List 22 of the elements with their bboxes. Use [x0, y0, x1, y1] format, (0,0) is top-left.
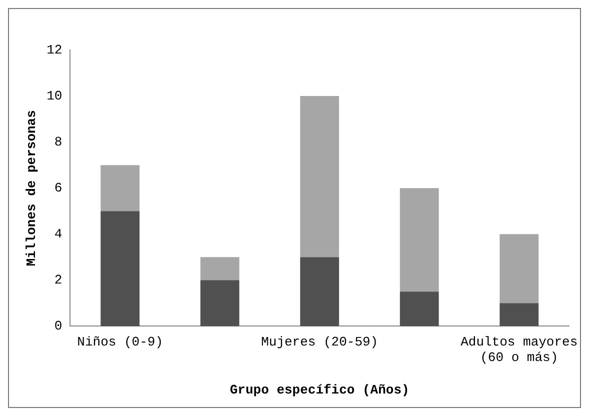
bar — [300, 257, 340, 326]
x-tick-label: Mujeres (20-59) — [261, 334, 378, 350]
x-tick-label: Niños (0-9) — [77, 334, 163, 350]
y-tick-label: 4 — [54, 226, 62, 242]
bar — [200, 280, 240, 326]
bar — [100, 165, 140, 212]
y-tick-label: 8 — [54, 134, 62, 150]
bar — [500, 234, 539, 304]
bar — [500, 303, 539, 326]
bar — [400, 188, 439, 292]
y-axis-title: Millones de personas — [24, 110, 40, 266]
bar — [400, 292, 439, 326]
bar — [300, 96, 340, 258]
y-tick-label: 6 — [54, 180, 62, 196]
y-tick-label: 12 — [46, 42, 62, 58]
bar — [100, 211, 140, 326]
y-tick-label: 0 — [54, 318, 62, 334]
x-tick-label: Adultos mayores (60 o más) — [460, 334, 578, 366]
x-axis-title: Grupo específico (Años) — [230, 382, 410, 398]
y-tick-label: 2 — [54, 272, 62, 288]
bar — [200, 257, 240, 280]
y-tick-label: 10 — [46, 88, 62, 104]
